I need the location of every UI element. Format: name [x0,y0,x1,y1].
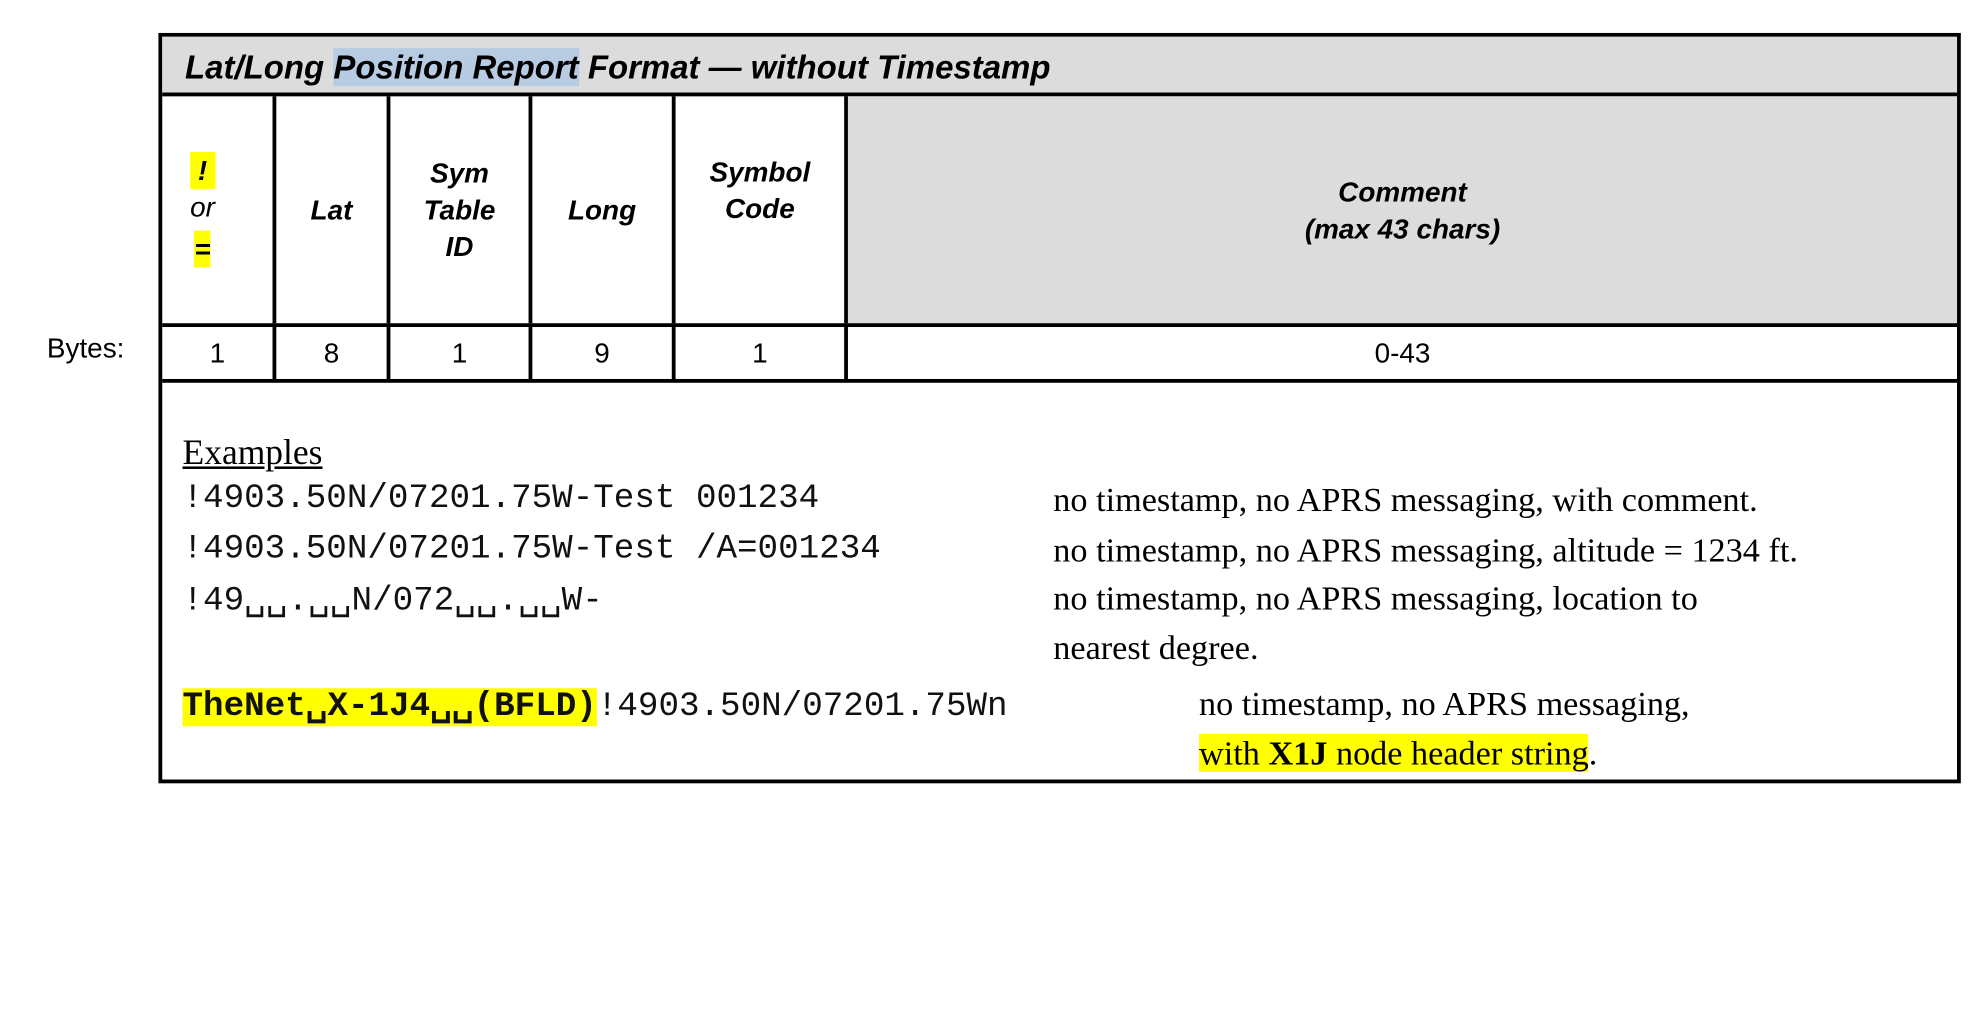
bytes-type: 1 [162,327,277,379]
title-part-2: Format — without Timestamp [578,48,1051,87]
example-4-line: TheNet␣X-1J4␣␣(BFLD)!4903.50N/07201.75Wn [182,684,1008,727]
title-selected-text: Position Report [333,48,579,87]
example-1-code: !4903.50N/07201.75W-Test 001234 [182,480,820,519]
example-4-code: !4903.50N/07201.75Wn [596,688,1008,727]
example-4-desc: no timestamp, no APRS messaging, [1199,684,1690,723]
example-1-desc: no timestamp, no APRS messaging, with co… [1053,480,1758,519]
bytes-sym-table-id: 1 [390,327,533,379]
header-lat: Lat [276,96,391,324]
bytes-row-label: Bytes: [46,332,125,364]
bytes-lat: 8 [276,327,391,379]
examples-title: Examples [182,433,323,473]
bytes-divider [162,378,1958,383]
example-2-code: !4903.50N/07201.75W-Test /A=001234 [182,531,881,570]
header-or: or [190,191,215,224]
examples-section: Examples !4903.50N/07201.75W-Test 001234… [162,383,1957,780]
format-table: Lat/Long Position Report Format — withou… [158,32,1961,784]
header-bang: ! [190,152,215,189]
example-3-desc: no timestamp, no APRS messaging, locatio… [1053,579,1698,618]
example-3-code: !49␣␣.␣␣N/072␣␣.␣␣W- [182,583,603,622]
bytes-comment: 0-43 [1374,336,1431,369]
example-3-desc-line-2: nearest degree. [1053,628,1259,667]
header-symbol-code: Symbol Code [676,96,848,324]
header-comment: Comment (max 43 chars) [847,96,1958,324]
header-data-type: ! or = [162,96,277,324]
table-title-bar: Lat/Long Position Report Format — withou… [162,36,1958,97]
x1j-bold: X1J [1268,733,1328,772]
title-part-1: Lat/Long [185,48,334,87]
example-4-desc-line-2: with X1J node header string. [1199,733,1598,772]
thenet-header: TheNet␣X-1J4␣␣(BFLD) [182,688,597,727]
table-title: Lat/Long Position Report Format — withou… [185,48,1050,87]
header-equals: = [194,230,211,268]
bytes-long: 9 [532,327,676,379]
header-divider [162,323,1958,328]
example-2-desc: no timestamp, no APRS messaging, altitud… [1053,531,1798,570]
header-sym-table-id: Sym Table ID [390,96,533,324]
header-long: Long [532,96,676,324]
bytes-symbol-code: 1 [676,327,848,379]
